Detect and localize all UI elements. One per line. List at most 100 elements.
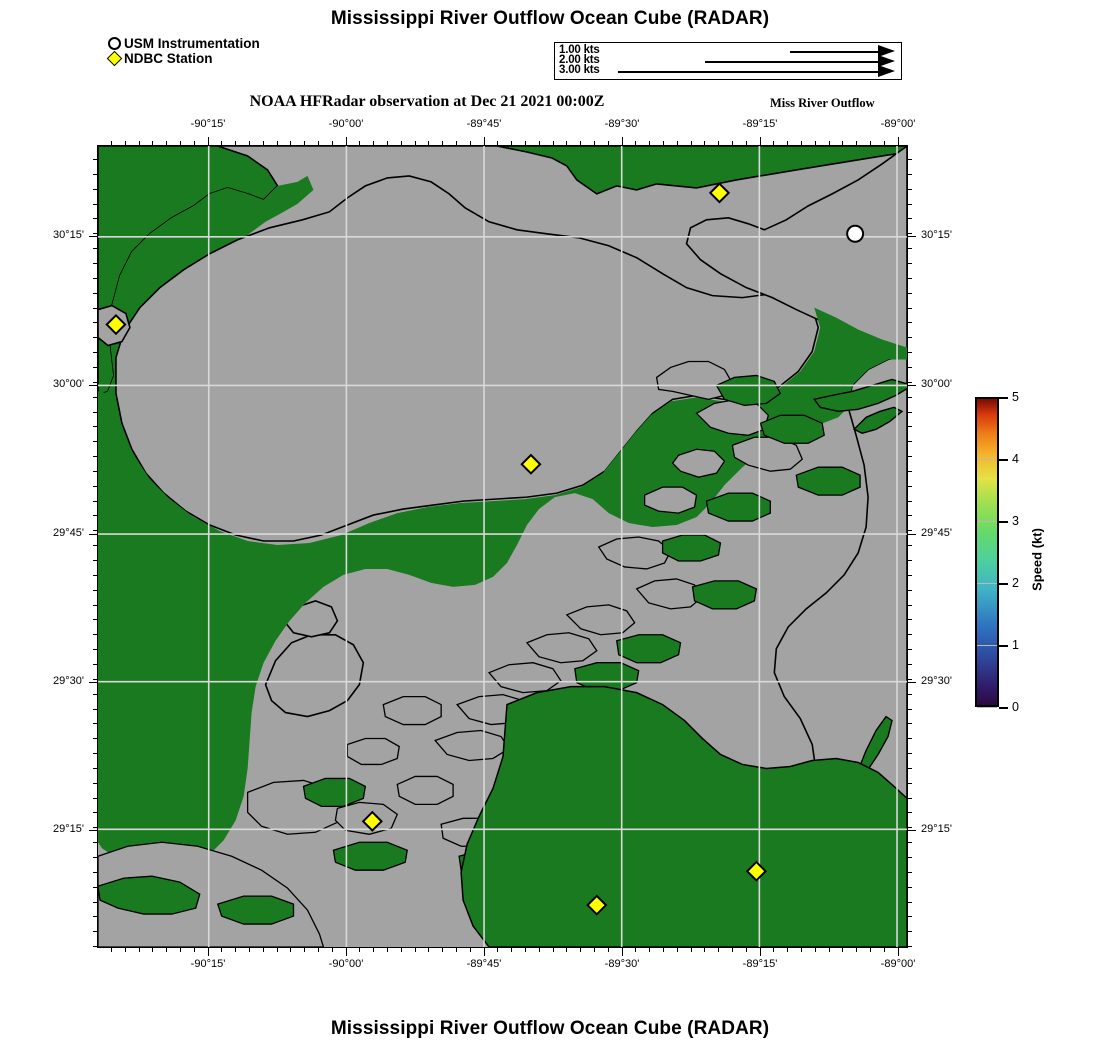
velocity-scale-row-1: 1.00 kts [555,44,901,57]
delta-headland [460,685,907,947]
y-tick-minor [908,931,912,933]
x-tick-minor [373,141,375,145]
x-tick-minor [814,948,816,952]
x-tick-minor [883,141,885,145]
y-tick-minor [908,426,912,428]
y-tick-minor [93,931,97,933]
x-axis-label: -89°30' [604,958,640,970]
ndbc-station-2[interactable] [708,182,731,204]
x-tick-minor [649,948,651,952]
x-tick-minor [373,948,375,952]
y-tick-minor [93,337,97,339]
y-tick-minor [93,366,97,368]
legend-label-usm: USM Instrumentation [124,36,260,51]
velocity-scale-arrowhead-2 [878,55,895,67]
colorbar-inner-tick [977,645,997,647]
x-tick-minor [635,141,637,145]
y-tick-major [89,385,97,387]
y-tick-major [908,385,916,387]
x-tick-minor [152,948,154,952]
x-tick-minor [690,141,692,145]
usm-instrumentation-1[interactable] [846,224,865,243]
map-subtitle: NOAA HFRadar observation at Dec 21 2021 … [249,93,605,110]
x-tick-minor [676,141,678,145]
y-tick-minor [93,663,97,665]
x-tick-minor [442,141,444,145]
ndbc-station-4[interactable] [361,810,383,832]
ndbc-station-5[interactable] [586,894,608,916]
map-plot-area[interactable] [97,145,908,948]
x-tick-minor [552,141,554,145]
y-tick-minor [908,470,912,472]
y-tick-minor [908,604,912,606]
y-axis-label: 29°30' [921,675,952,687]
x-tick-minor [497,948,499,952]
y-tick-minor [93,307,97,309]
colorbar-tick-label: 0 [1012,699,1019,714]
x-tick-major [208,948,210,956]
x-axis-label: -89°45' [466,958,502,970]
y-tick-minor [908,857,912,859]
y-tick-minor [908,634,912,636]
y-tick-minor [93,560,97,562]
x-tick-minor [580,948,582,952]
y-tick-minor [908,560,912,562]
colorbar-title: Speed (kt) [1029,528,1045,591]
y-tick-minor [93,857,97,859]
y-tick-major [908,236,916,238]
velocity-scale-legend: 1.00 kts 2.00 kts 3.00 kts [554,42,902,80]
colorbar-inner-tick [977,583,997,585]
x-tick-major [484,137,486,145]
x-tick-minor [787,141,789,145]
colorbar-tick [999,707,1008,709]
x-tick-minor [773,141,775,145]
y-tick-minor [908,233,912,235]
x-tick-minor [111,141,113,145]
y-tick-minor [908,515,912,517]
y-tick-minor [908,352,912,354]
legend-label-ndbc: NDBC Station [124,51,213,66]
y-tick-minor [93,574,97,576]
x-tick-minor [235,948,237,952]
velocity-scale-label-1: 1.00 kts [559,44,600,56]
y-tick-minor [908,337,912,339]
y-tick-major [908,830,916,832]
ndbc-station-6[interactable] [745,860,767,882]
y-tick-minor [93,678,97,680]
x-tick-minor [732,948,734,952]
y-tick-minor [908,619,912,621]
ndbc-station-1[interactable] [105,313,127,336]
x-tick-minor [745,141,747,145]
station-markers[interactable] [105,182,865,916]
x-tick-minor [469,948,471,952]
x-tick-minor [828,141,830,145]
x-tick-minor [870,141,872,145]
x-tick-minor [732,141,734,145]
legend-item-ndbc: NDBC Station [106,50,260,67]
y-tick-minor [93,916,97,918]
y-tick-minor [93,797,97,799]
x-tick-minor [318,948,320,952]
map-region-label: Miss River Outflow [770,96,875,110]
x-tick-minor [138,948,140,952]
y-axis-label: 29°45' [53,527,84,539]
velocity-scale-line-3 [618,71,880,73]
y-tick-minor [93,322,97,324]
y-tick-minor [93,188,97,190]
x-tick-minor [635,948,637,952]
ndbc-station-3[interactable] [520,453,542,475]
x-tick-minor [456,141,458,145]
x-tick-minor [566,948,568,952]
y-tick-minor [93,441,97,443]
y-tick-minor [908,886,912,888]
x-tick-minor [442,948,444,952]
y-tick-minor [908,871,912,873]
x-tick-minor [718,948,720,952]
colorbar[interactable]: 5 4 3 2 1 0 Speed (kt) [975,391,1045,713]
x-tick-minor [580,141,582,145]
y-tick-minor [908,248,912,250]
x-tick-major [346,137,348,145]
y-tick-minor [908,842,912,844]
x-tick-minor [111,948,113,952]
x-tick-minor [152,141,154,145]
